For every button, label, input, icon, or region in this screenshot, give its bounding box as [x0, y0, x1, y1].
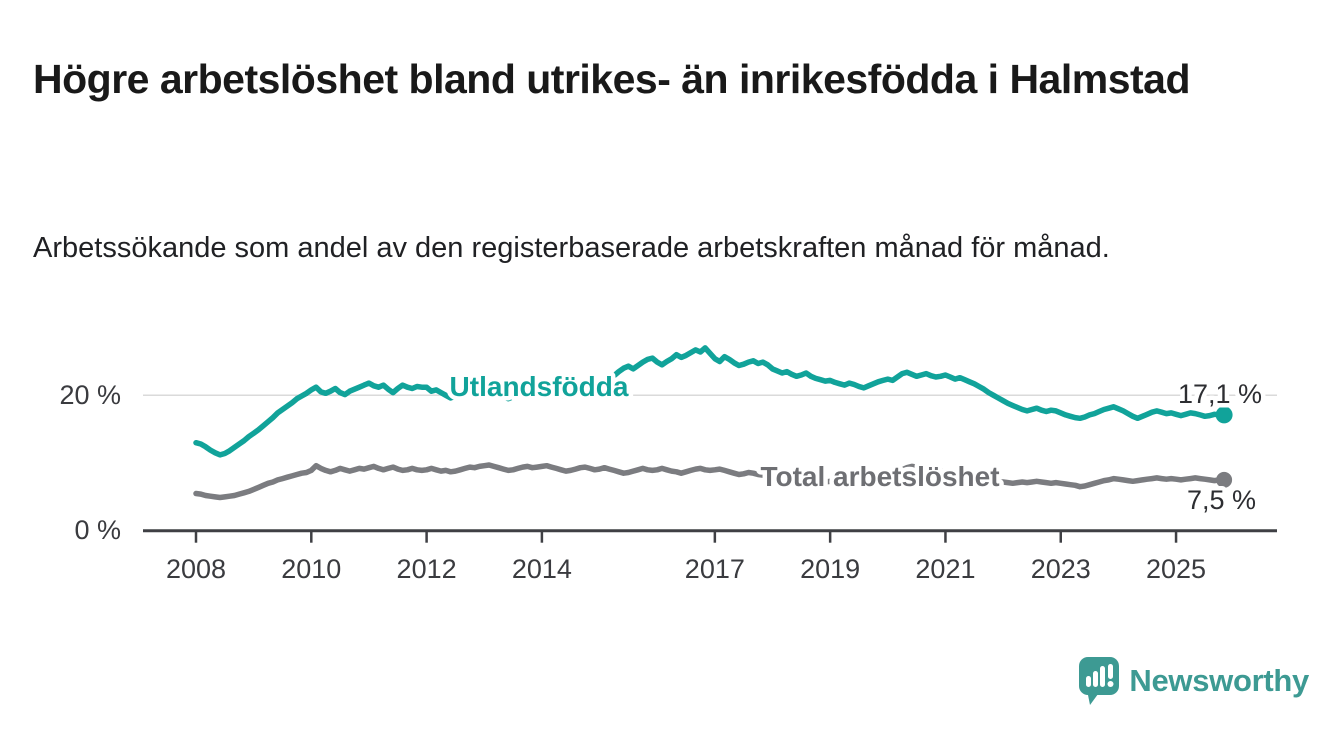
end-value-label-utlandsfodda: 17,1 % [1178, 379, 1262, 409]
series-label-utlandsfodda: Utlandsfödda [450, 371, 629, 402]
x-axis-label-2023: 2023 [1031, 554, 1091, 584]
y-axis-label-0: 0 % [74, 515, 121, 545]
newsworthy-brand: Newsworthy [1079, 655, 1309, 707]
end-value-label-total: 7,5 % [1187, 485, 1256, 515]
chart-subtitle: Arbetssökande som andel av den registerb… [33, 232, 1110, 264]
x-axis-label-2010: 2010 [281, 554, 341, 584]
x-axis-label-2008: 2008 [166, 554, 226, 584]
series-line-total-arbetsl-shet [193, 462, 1227, 501]
x-axis-label-2017: 2017 [685, 554, 745, 584]
x-axis-label-2012: 2012 [397, 554, 457, 584]
end-dot-total-arbetsl-shet [1216, 471, 1233, 488]
series-label-total-arbetsloshet: Total arbetslöshet [760, 461, 999, 492]
newsworthy-wordmark: Newsworthy [1129, 663, 1309, 698]
page-title: Högre arbetslöshet bland utrikes- än inr… [33, 56, 1191, 103]
x-axis-label-2014: 2014 [512, 554, 572, 584]
chart-generated-layer: 2008 2010 2012 2014 2017 2019 2021 2023 2025 [143, 345, 1277, 584]
x-axis-label-2019: 2019 [800, 554, 860, 584]
newsworthy-logo-icon [1079, 657, 1120, 705]
end-dot-utlandsf-dda [1215, 406, 1233, 424]
series-line-utlandsf-dda [193, 345, 1227, 458]
x-axis-label-2025: 2025 [1146, 554, 1206, 584]
y-axis-label-20: 20 % [59, 380, 121, 410]
x-axis-label-2021: 2021 [915, 554, 975, 584]
